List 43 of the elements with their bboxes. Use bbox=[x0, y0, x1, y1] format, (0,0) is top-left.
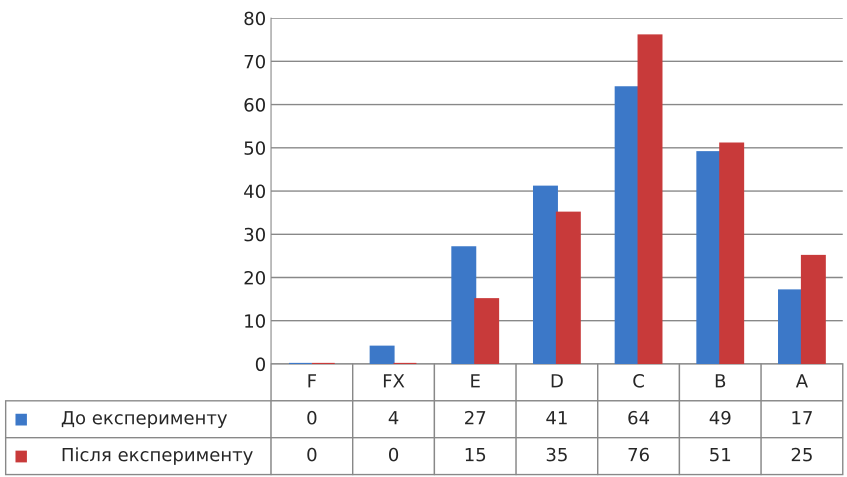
data-label: 25 bbox=[792, 448, 812, 462]
y-tick-label: 70 bbox=[244, 54, 265, 68]
bar bbox=[451, 246, 476, 364]
x-tick-label: B bbox=[716, 374, 726, 388]
bar bbox=[778, 289, 803, 364]
bar bbox=[474, 298, 500, 364]
x-tick-label: FX bbox=[384, 374, 404, 388]
bar bbox=[532, 186, 558, 364]
y-tick-label: 50 bbox=[244, 141, 265, 155]
data-label: 0 bbox=[307, 410, 316, 425]
data-label: 0 bbox=[389, 448, 398, 462]
bar bbox=[800, 254, 826, 364]
data-label: 64 bbox=[628, 410, 650, 425]
y-tick-label: 80 bbox=[244, 12, 265, 26]
data-label: 0 bbox=[307, 448, 316, 462]
data-label: 51 bbox=[710, 448, 730, 462]
data-label: 76 bbox=[628, 448, 649, 462]
bar bbox=[556, 212, 581, 364]
x-tick-label: F bbox=[308, 374, 316, 388]
legend-label: До експерименту bbox=[62, 411, 228, 428]
bar bbox=[638, 34, 662, 364]
y-tick-label: 30 bbox=[244, 228, 265, 242]
data-label: 35 bbox=[546, 448, 567, 462]
y-tick-label: 10 bbox=[245, 314, 265, 328]
bar bbox=[370, 346, 395, 364]
x-tick-label: C bbox=[633, 374, 644, 388]
x-tick-label: D bbox=[552, 374, 563, 388]
bar bbox=[614, 86, 640, 364]
data-label: 17 bbox=[792, 411, 812, 424]
bar bbox=[696, 151, 722, 364]
y-tick-label: 0 bbox=[256, 357, 265, 372]
data-label: 41 bbox=[546, 411, 567, 424]
legend-label: Після експерименту bbox=[62, 447, 253, 465]
y-tick-label: 40 bbox=[244, 184, 265, 198]
x-tick-label: E bbox=[471, 374, 480, 388]
data-label: 49 bbox=[710, 410, 730, 425]
data-label: 4 bbox=[388, 411, 398, 424]
y-tick-label: 20 bbox=[244, 270, 265, 285]
data-label: 15 bbox=[466, 448, 486, 462]
x-tick-label: A bbox=[796, 374, 808, 388]
y-tick-label: 60 bbox=[244, 98, 265, 112]
bar bbox=[719, 142, 744, 364]
data-label: 27 bbox=[465, 410, 486, 424]
